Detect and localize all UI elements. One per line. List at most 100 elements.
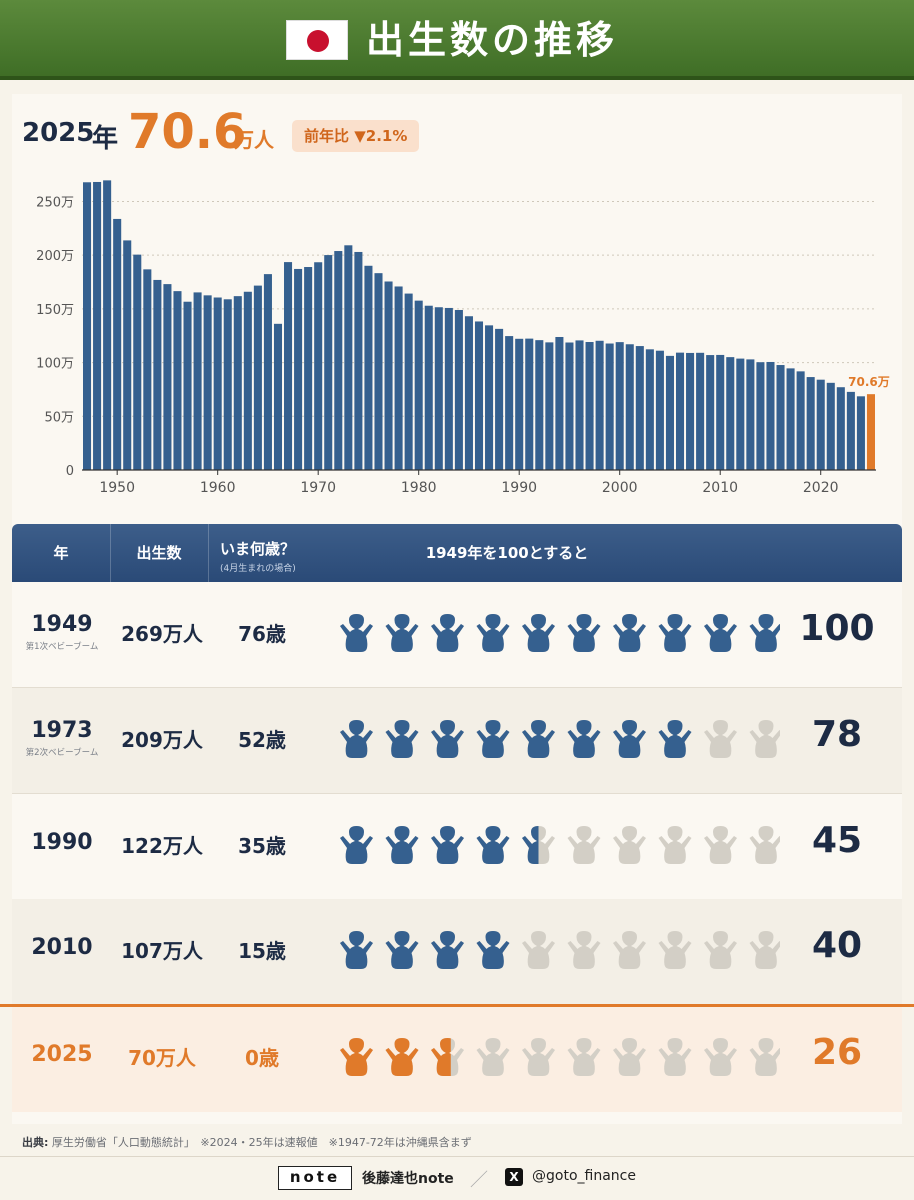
bar [113,218,122,470]
bar [103,180,112,471]
row-year: 2025 [31,1042,93,1067]
bar [595,340,604,470]
x-tick-label: 2000 [602,480,638,496]
row-births: 107万人 [121,939,203,963]
row-note: 第2次ベビーブーム [25,748,99,758]
y-tick-label: 250万 [36,195,74,210]
x-tick-label: 1980 [401,480,437,496]
person-icon [522,1038,555,1076]
person-icon [385,720,419,758]
bar [846,391,855,470]
bar [635,346,644,470]
bar [675,352,685,470]
row-age: 15歳 [238,939,286,963]
person-icon [431,1038,464,1076]
person-icon [658,720,692,758]
person-icon [431,826,464,864]
person-icon [340,1038,373,1076]
note-logo-icon[interactable]: note [278,1166,352,1190]
x-logo-icon[interactable]: X [505,1168,523,1186]
note-author-link[interactable]: 後藤達也note [362,1171,454,1187]
bar [615,342,624,470]
row-year: 1990 [31,830,93,855]
person-icon [704,1038,737,1076]
y-tick-label: 150万 [36,303,74,318]
y-tick-label: 100万 [36,357,74,372]
table-header: 年 出生数 いま何歳？ (4月生まれの場合) 1949年を100とすると [12,524,902,582]
person-icon [749,826,780,864]
bar [826,382,835,470]
person-icon [613,931,646,969]
person-icon [522,826,555,864]
bar [243,291,252,470]
bar [585,342,594,470]
row-index: 100 [799,608,875,649]
source-note: 出典: 厚生労働省「人口動態統計」 ※2024・25年は速報値 ※1947-72… [22,1134,472,1150]
person-icon [340,826,373,864]
bar [384,281,393,470]
person-icon [749,720,780,758]
person-icons [340,931,780,969]
person-icon [522,931,555,969]
table-row: 1949 第1次ベビーブーム 269万人 76歳 100 [12,582,902,688]
bar [766,361,775,470]
source-text: 厚生労働省「人口動態統計」 ※2024・25年は速報値 ※1947-72年は沖縄… [51,1136,472,1149]
bar [575,340,584,470]
x-handle-link[interactable]: @goto_finance [532,1168,636,1184]
person-icon [613,1038,646,1076]
headline-year: 2025 [22,118,95,148]
row-year: 2010 [31,935,93,960]
bar [193,292,202,470]
headline-year-unit: 年 [92,124,119,154]
row-births: 70万人 [128,1046,196,1070]
bar [223,299,232,470]
source-label: 出典: [22,1136,49,1149]
person-icon [476,826,510,864]
bar [173,291,182,470]
header-banner: 出生数の推移 [0,0,914,80]
person-icon [431,720,464,758]
births-bar-chart: 0 50万 100万 150万 200万 250万 1950 1960 1970 1980 1990… [36,180,890,496]
bar [505,336,514,470]
x-tick-label: 1990 [501,480,537,496]
bar [233,296,242,470]
bar [253,285,262,470]
header-index: 1949年を100とすると [425,544,589,562]
bar [183,301,192,470]
person-icon [476,931,510,969]
bar [495,328,504,470]
bar [354,251,363,470]
bar [464,316,473,470]
person-icon [340,931,373,969]
row-index: 40 [811,925,863,966]
bar [716,354,725,470]
bar [163,284,172,470]
bar [304,267,313,470]
table-row: 2010 107万人 15歳 40 [12,899,902,1005]
row-age: 35歳 [238,834,286,858]
bar [153,279,162,470]
headline-unit: 万人 [234,128,274,152]
bar [786,368,795,470]
bar [665,355,674,470]
header-year: 年 [53,544,69,562]
person-icon [385,1038,419,1076]
bar [123,240,132,470]
person-icon [476,1038,510,1076]
person-icons [340,1038,780,1076]
bar [806,377,815,470]
person-icon [340,720,373,758]
row-index: 78 [811,714,863,755]
bar [485,325,494,470]
person-icon [522,614,555,652]
bar [756,362,765,470]
y-tick-label: 200万 [36,249,74,264]
bar [314,262,323,470]
bar [625,344,634,470]
bar [474,321,484,470]
row-births: 209万人 [121,728,203,752]
x-tick-label: 1960 [200,480,236,496]
bar [294,268,303,470]
bar [344,245,353,470]
table-row: 2025 70万人 0歳 26 [12,1006,902,1112]
